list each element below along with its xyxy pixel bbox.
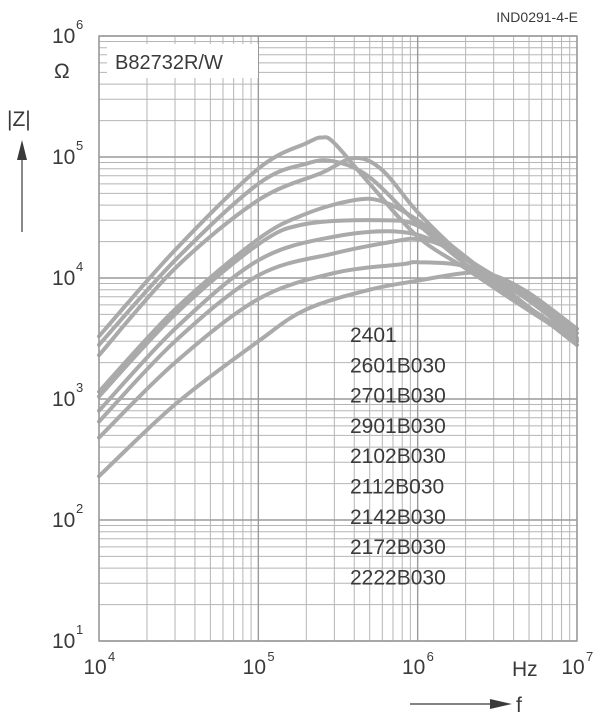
y-tick-label-0: 10: [52, 630, 75, 653]
legend-entry-2: 2601B030: [350, 354, 446, 377]
x-tick-label-1: 10: [243, 656, 266, 679]
y-tick-exponent-1: 2: [76, 501, 83, 516]
x-tick-label-3: 10: [561, 656, 584, 679]
series-lines: [97, 135, 579, 479]
y-tick-exponent-5: 6: [76, 17, 83, 32]
title-box: [107, 44, 258, 78]
axes: [98, 35, 578, 642]
legend-entry-1: 2401: [350, 324, 397, 347]
x-unit-backdrop: [508, 654, 550, 682]
legend-entry-6: 2112B030: [350, 476, 444, 499]
y-tick-exponent-2: 3: [76, 380, 83, 395]
y-axis-label: |Z|: [7, 108, 31, 131]
y-tick-label-1: 10: [52, 509, 75, 532]
y-tick-exponent-3: 4: [76, 259, 83, 274]
x-tick-labels: 10 4 10 5 10 6 10 7: [83, 649, 593, 679]
x-tick-label-0: 10: [83, 656, 106, 679]
y-unit-label: Ω: [54, 60, 70, 83]
series-line-9: [97, 270, 579, 479]
x-tick-exponent-1: 5: [267, 649, 274, 664]
legend-entry-4: 2901B030: [350, 415, 446, 438]
legend-entry-7: 2142B030: [350, 506, 446, 529]
series-line-6: [97, 229, 579, 413]
chart-title: B82732R/W: [115, 52, 223, 74]
legend-entry-9: 2222B030: [350, 566, 446, 589]
x-unit-label: Hz: [512, 658, 538, 681]
y-tick-exponent-0: 1: [76, 622, 83, 637]
series-line-5: [97, 218, 579, 399]
legend: 2401 2601B030 2701B030 2901B030 2102B030 2112…: [350, 324, 446, 589]
y-tick-label-3: 10: [52, 267, 75, 290]
x-tick-exponent-3: 7: [586, 649, 593, 664]
x-tick-exponent-0: 4: [108, 649, 115, 664]
y-tick-label-2: 10: [52, 388, 75, 411]
legend-entry-5: 2102B030: [350, 445, 446, 468]
y-tick-exponent-4: 5: [76, 138, 83, 153]
legend-entry-3: 2701B030: [350, 385, 446, 408]
legend-entry-8: 2172B030: [350, 536, 446, 559]
x-axis-arrow-head: [490, 699, 512, 709]
y-tick-label-5: 10: [52, 25, 75, 48]
series-line-1: [97, 135, 579, 344]
y-tick-label-4: 10: [52, 146, 75, 169]
y-axis-arrow-head: [17, 140, 27, 160]
figure-reference: IND0291-4-E: [496, 9, 578, 25]
x-tick-label-2: 10: [402, 656, 425, 679]
grid: [98, 35, 578, 642]
plot-frame: [98, 35, 578, 642]
x-tick-exponent-2: 6: [427, 649, 434, 664]
x-axis-label: f: [516, 694, 522, 717]
